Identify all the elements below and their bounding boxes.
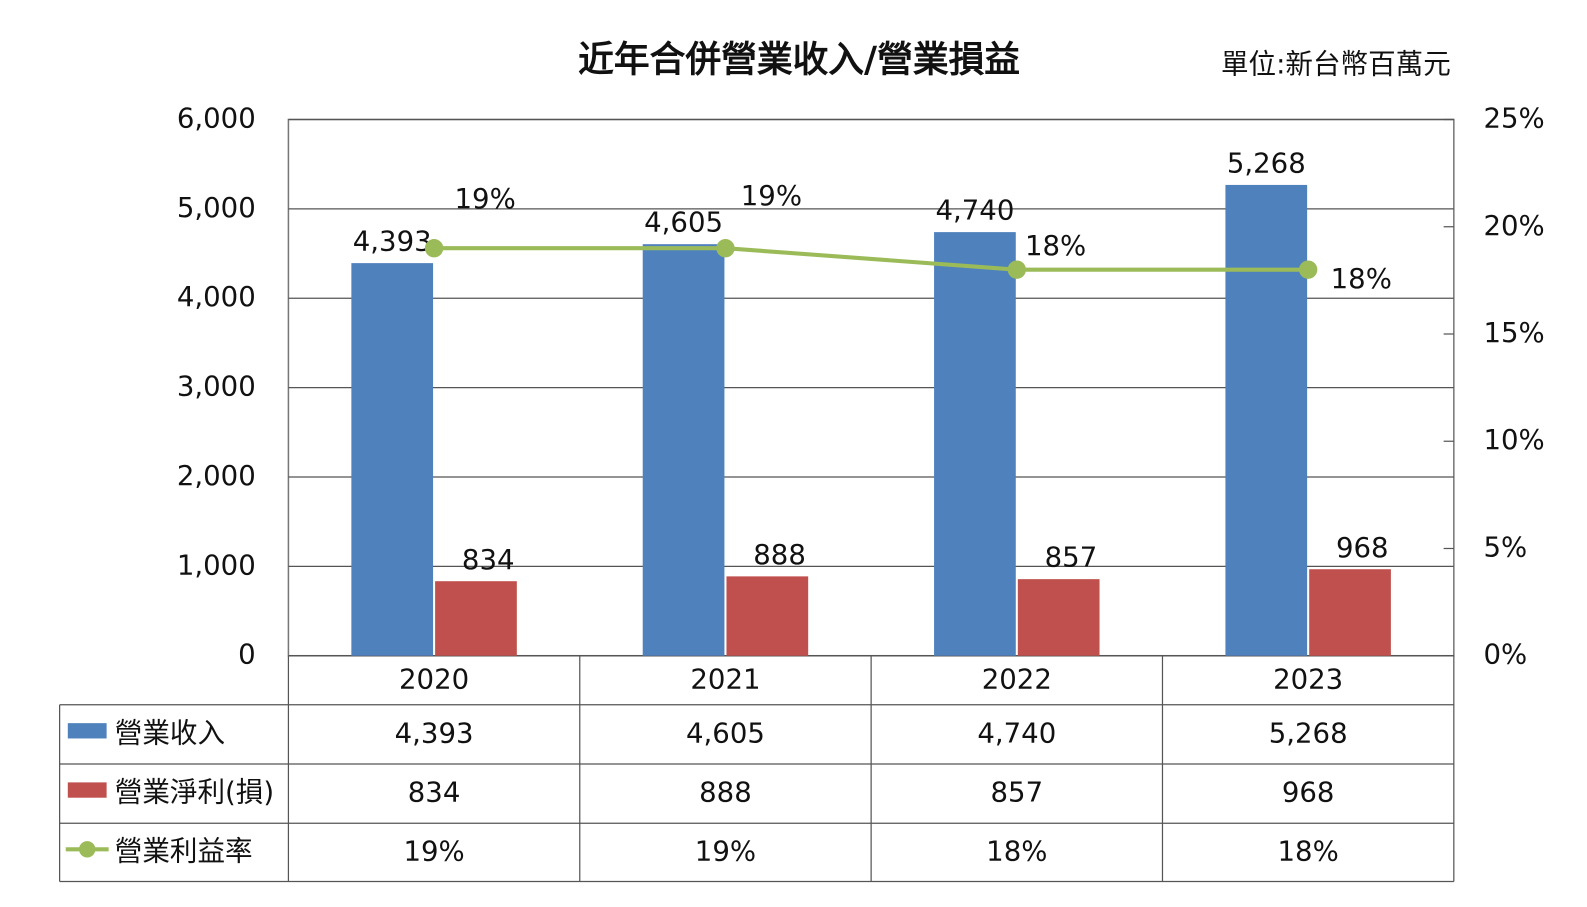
y-tick-label: 4,000: [177, 280, 256, 313]
y2-tick-label: 15%: [1483, 316, 1544, 349]
bar: [435, 581, 517, 656]
legend-swatch: [67, 782, 107, 798]
chart-title: 近年合併營業收入/營業損益: [578, 39, 1020, 80]
legend-label: 營業收入: [115, 716, 225, 749]
x-tick-label: 2020: [399, 662, 469, 695]
bar: [934, 232, 1016, 656]
table-cell: 888: [699, 776, 752, 809]
bar: [1017, 579, 1100, 656]
y-tick-label: 3,000: [177, 370, 256, 403]
table-cell: 834: [408, 776, 461, 809]
y-tick-label: 1,000: [177, 548, 256, 581]
bar-value-label: 888: [753, 538, 806, 571]
table-cell: 4,605: [686, 716, 765, 749]
legend-label: 營業利益率: [115, 834, 253, 867]
table-cell: 4,740: [977, 716, 1056, 749]
y-tick-label: 2,000: [177, 459, 256, 492]
legend-swatch: [67, 723, 107, 739]
line-point: [424, 239, 444, 258]
table-cell: 4,393: [395, 716, 474, 749]
y2-tick-label: 0%: [1483, 638, 1527, 671]
legend-label: 營業淨利(損): [115, 776, 274, 809]
line-point: [1298, 260, 1318, 279]
bar: [1309, 569, 1391, 656]
bar-value-label: 834: [462, 543, 515, 576]
y2-tick-label: 25%: [1483, 102, 1544, 135]
y-tick-label: 6,000: [177, 102, 256, 135]
x-tick-label: 2021: [690, 662, 760, 695]
bar: [726, 576, 809, 656]
bar-value-label: 5,268: [1227, 146, 1306, 179]
y2-tick-label: 5%: [1483, 530, 1527, 563]
line-value-label: 18%: [1331, 262, 1392, 295]
x-tick-label: 2022: [982, 662, 1052, 695]
table-cell: 19%: [403, 834, 464, 867]
bar-value-label: 857: [1045, 541, 1098, 574]
table-cell: 968: [1282, 776, 1335, 809]
y2-tick-label: 10%: [1483, 423, 1544, 456]
line-point: [1007, 260, 1026, 279]
table-cell: 5,268: [1269, 716, 1348, 749]
table-cell: 18%: [986, 834, 1047, 867]
line-point: [716, 239, 735, 258]
line: [434, 246, 1309, 272]
bar-value-label: 4,605: [644, 206, 723, 239]
bar-value-label: 968: [1336, 531, 1389, 564]
bar-value-label: 4,393: [353, 225, 432, 258]
x-tick-label: 2023: [1273, 662, 1343, 695]
bar: [351, 263, 434, 656]
bar-value-label: 4,740: [935, 194, 1014, 227]
legend-swatch: [79, 841, 96, 858]
table-cell: 18%: [1278, 834, 1339, 867]
line-value-label: 18%: [1025, 229, 1086, 262]
y-tick-label: 0: [238, 638, 256, 671]
bar: [1225, 184, 1308, 656]
bar: [642, 244, 725, 656]
line-value-label: 19%: [455, 182, 516, 215]
y-tick-label: 5,000: [177, 191, 256, 224]
table-cell: 19%: [695, 834, 756, 867]
unit-label: 單位:新台幣百萬元: [1221, 47, 1451, 80]
y2-tick-label: 20%: [1483, 209, 1544, 242]
table-cell: 857: [990, 776, 1043, 809]
line-value-label: 19%: [741, 179, 802, 212]
